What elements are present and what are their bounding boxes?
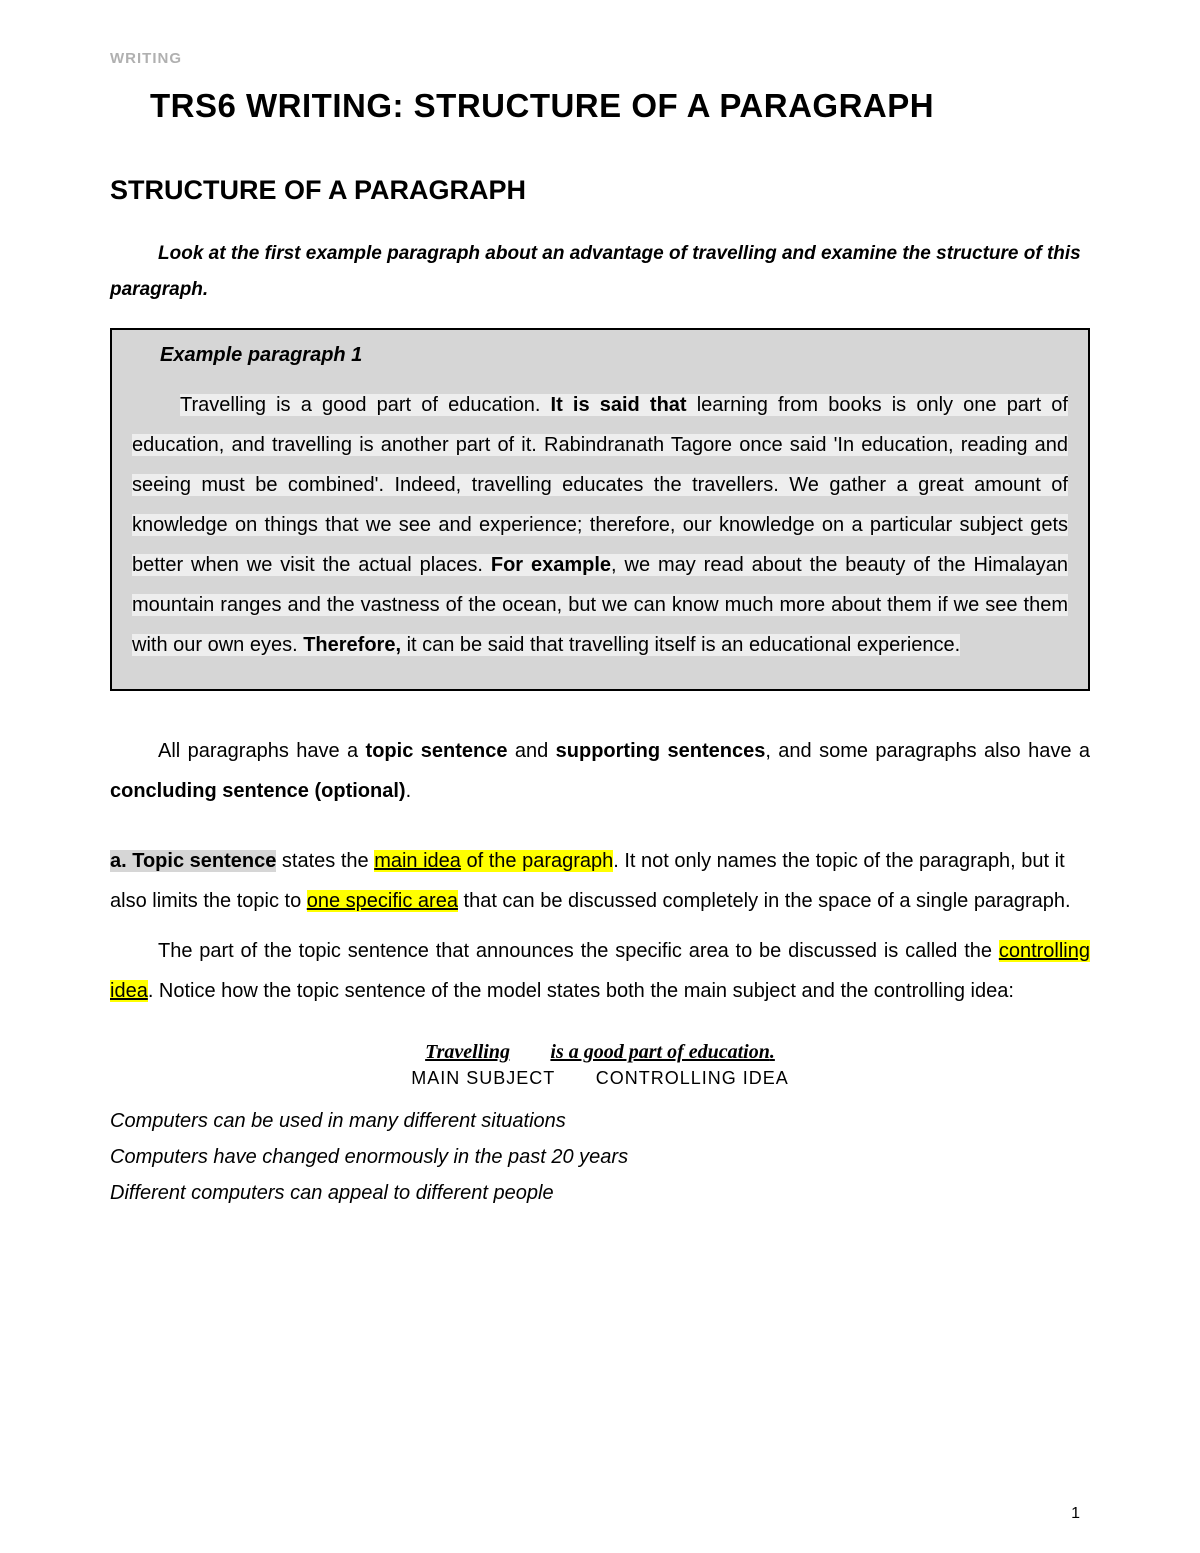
example-line-2: Computers have changed enormously in the…: [110, 1139, 1090, 1175]
topic-sentence-para1: a. Topic sentence states the main idea o…: [110, 841, 1090, 921]
example-line-1: Computers can be used in many different …: [110, 1103, 1090, 1139]
example-line-3: Different computers can appeal to differ…: [110, 1175, 1090, 1211]
section-title: STRUCTURE OF A PARAGRAPH: [110, 175, 1090, 206]
body1-p4: .: [406, 780, 412, 802]
document-page: WRITING TRS6 WRITING: STRUCTURE OF A PAR…: [0, 0, 1200, 1553]
label-main-subject: MAIN SUBJECT: [411, 1068, 555, 1089]
structure-idea-text: is a good part of education: [550, 1041, 769, 1063]
structure-subject: Travelling: [425, 1041, 510, 1064]
topic-label: a. Topic sentence: [110, 850, 276, 872]
body1-p3: , and some paragraphs also have a: [765, 740, 1090, 762]
example-seg7: it can be said that travelling itself is…: [401, 634, 960, 656]
page-number: 1: [1071, 1505, 1080, 1523]
example-label: Example paragraph 1: [160, 344, 1068, 367]
body1-b1: topic sentence: [366, 740, 508, 762]
label-controlling-idea: CONTROLLING IDEA: [596, 1068, 789, 1089]
example-paragraph: Travelling is a good part of education. …: [132, 385, 1068, 665]
structure-idea: is a good part of education.: [550, 1041, 774, 1064]
example-seg3: learning from books is only one part of …: [132, 394, 1068, 576]
header-label: WRITING: [110, 50, 1090, 67]
topic-t1: states the: [276, 850, 374, 872]
body1-b2: supporting sentences: [556, 740, 766, 762]
main-title: TRS6 WRITING: STRUCTURE OF A PARAGRAPH: [150, 87, 1090, 125]
label-row: MAIN SUBJECT CONTROLLING IDEA: [110, 1068, 1090, 1089]
highlight-main-idea-b: of the paragraph: [461, 850, 613, 872]
structure-row: Travelling is a good part of education.: [110, 1041, 1090, 1064]
example-box: Example paragraph 1 Travelling is a good…: [110, 328, 1090, 691]
example-seg4: For example: [491, 554, 611, 576]
topic-p2a: The part of the topic sentence that anno…: [158, 940, 999, 962]
example-seg1: Travelling is a good part of education.: [180, 394, 551, 416]
body1-p1: All paragraphs have a: [158, 740, 366, 762]
highlight-specific-area: one specific area: [307, 890, 458, 912]
example-seg2: It is said that: [551, 394, 687, 416]
topic-p2b: . Notice how the topic sentence of the m…: [148, 980, 1014, 1002]
body-paragraph-1: All paragraphs have a topic sentence and…: [110, 731, 1090, 811]
topic-sentence-para2: The part of the topic sentence that anno…: [110, 931, 1090, 1011]
body1-b3: concluding sentence (optional): [110, 780, 406, 802]
intro-text: Look at the first example paragraph abou…: [110, 236, 1090, 308]
topic-t3: that can be discussed completely in the …: [458, 890, 1071, 912]
highlight-main-idea: main idea: [374, 850, 461, 872]
body1-p2: and: [507, 740, 555, 762]
example-seg6: Therefore,: [303, 634, 401, 656]
